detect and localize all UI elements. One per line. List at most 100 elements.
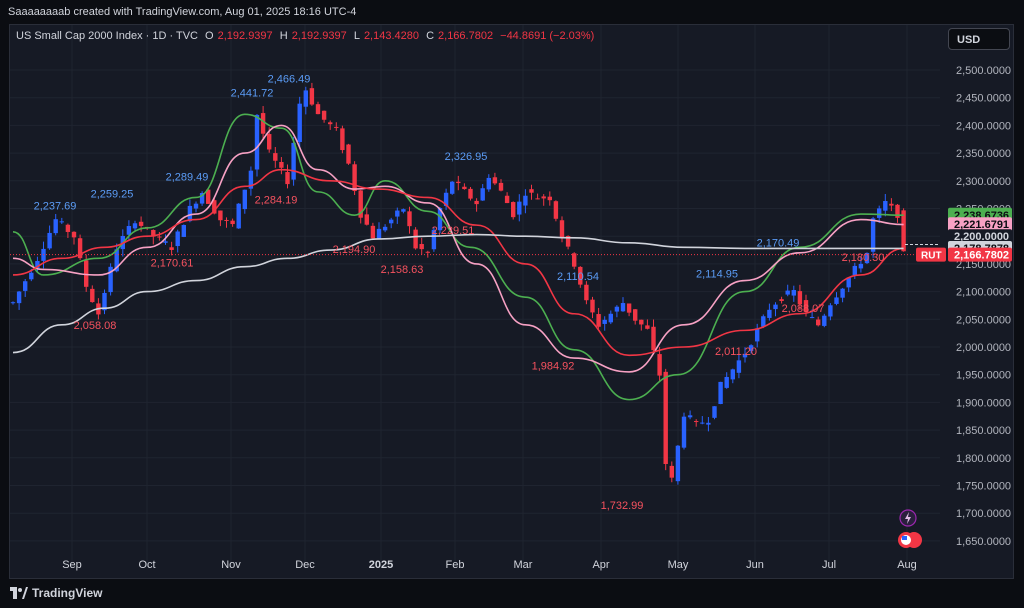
price-annotation: 2,114.95 — [696, 268, 738, 280]
candle — [35, 261, 40, 269]
candle — [895, 204, 900, 218]
y-tick-label: 2,500.0000 — [956, 65, 1011, 77]
candle — [419, 244, 424, 250]
candle — [858, 263, 864, 269]
candle — [809, 317, 815, 319]
candle — [529, 189, 534, 193]
candle — [456, 181, 461, 184]
price-annotation: 1,732.99 — [601, 500, 644, 512]
candle — [602, 319, 607, 324]
candle — [797, 291, 803, 305]
y-tick-label: 1,650.0000 — [956, 536, 1011, 548]
candle — [511, 202, 516, 218]
candle — [590, 299, 595, 313]
candle — [492, 177, 498, 184]
candle — [309, 88, 315, 105]
y-tick-label: 1,900.0000 — [956, 397, 1011, 409]
y-tick-label: 1,750.0000 — [956, 481, 1011, 493]
candle — [65, 224, 71, 232]
candle — [468, 188, 473, 199]
x-tick-label: Apr — [592, 559, 609, 571]
currency-button[interactable]: USD — [948, 28, 1010, 50]
candle — [565, 235, 571, 247]
candle — [273, 153, 278, 161]
candle — [364, 214, 369, 225]
symbol-tag[interactable] — [916, 247, 946, 262]
candle — [773, 304, 778, 310]
candle — [230, 220, 235, 225]
candle — [236, 203, 241, 229]
ohlc-legend: US Small Cap 2000 Index · 1D · TVC O 2,19… — [16, 30, 598, 42]
candle — [224, 219, 229, 221]
candle — [114, 249, 119, 272]
candle — [431, 229, 437, 250]
y-tick-label: 2,150.0000 — [956, 259, 1011, 271]
candle — [559, 220, 565, 239]
candle — [779, 299, 784, 302]
candle — [297, 103, 302, 143]
candle — [126, 226, 132, 235]
candle — [626, 303, 632, 313]
x-tick-label: Sep — [62, 559, 82, 571]
open-value: 2,192.9397 — [217, 30, 273, 42]
chart-area[interactable] — [9, 24, 1014, 579]
candle — [321, 110, 327, 120]
candle — [10, 302, 16, 304]
candle — [767, 309, 772, 318]
price-annotation: 2,011.20 — [715, 346, 757, 358]
candle — [254, 114, 260, 170]
candle — [84, 260, 89, 287]
candle — [535, 198, 540, 200]
candle — [450, 181, 455, 194]
lightning-icon[interactable] — [899, 509, 917, 527]
x-tick-label: Aug — [897, 559, 917, 571]
candle — [584, 284, 589, 301]
candle — [651, 326, 656, 351]
candle — [395, 210, 400, 217]
candle — [633, 309, 638, 321]
candle — [791, 290, 796, 296]
us-flag-event-icon[interactable] — [897, 531, 923, 549]
low-label: L — [353, 30, 360, 42]
symbol-name[interactable]: US Small Cap 2000 Index · 1D · TVC — [16, 30, 198, 42]
candle — [187, 205, 193, 222]
candle — [864, 252, 870, 264]
moving-average-line — [12, 124, 904, 373]
price-tag — [948, 217, 1012, 232]
candle — [828, 305, 833, 317]
candle — [547, 196, 552, 201]
price-annotation: 1,984.92 — [532, 360, 575, 372]
x-tick-label: Mar — [514, 559, 533, 571]
moving-average-line — [12, 113, 904, 401]
candle — [474, 200, 479, 205]
x-tick-label: May — [668, 559, 689, 571]
y-tick-label: 1,700.0000 — [956, 508, 1011, 520]
tradingview-logo[interactable]: TradingView — [10, 586, 102, 600]
moving-average-line — [12, 168, 904, 357]
low-value: 2,143.4280 — [363, 30, 419, 42]
price-tag — [948, 229, 1012, 244]
candle — [761, 316, 766, 327]
candle — [523, 195, 528, 206]
candle — [755, 328, 760, 342]
price-annotation: 2,170.61 — [151, 257, 194, 269]
close-value: 2,166.7802 — [438, 30, 494, 42]
y-tick-label: 2,350.0000 — [956, 148, 1011, 160]
candle — [77, 238, 83, 259]
candle — [748, 345, 754, 351]
price-annotation: 2,229.51 — [432, 225, 475, 237]
candle — [437, 207, 443, 231]
candle — [29, 272, 34, 280]
candle — [71, 231, 77, 238]
price-annotation: 2,088.07 — [782, 303, 825, 315]
candle — [620, 303, 626, 312]
candle — [541, 196, 546, 199]
candle — [340, 128, 345, 151]
candle — [681, 416, 687, 448]
x-tick-label: Jul — [822, 559, 836, 571]
candle — [206, 189, 211, 204]
candle — [712, 406, 717, 418]
y-tick-label: 2,450.0000 — [956, 93, 1011, 105]
candle — [846, 277, 851, 288]
